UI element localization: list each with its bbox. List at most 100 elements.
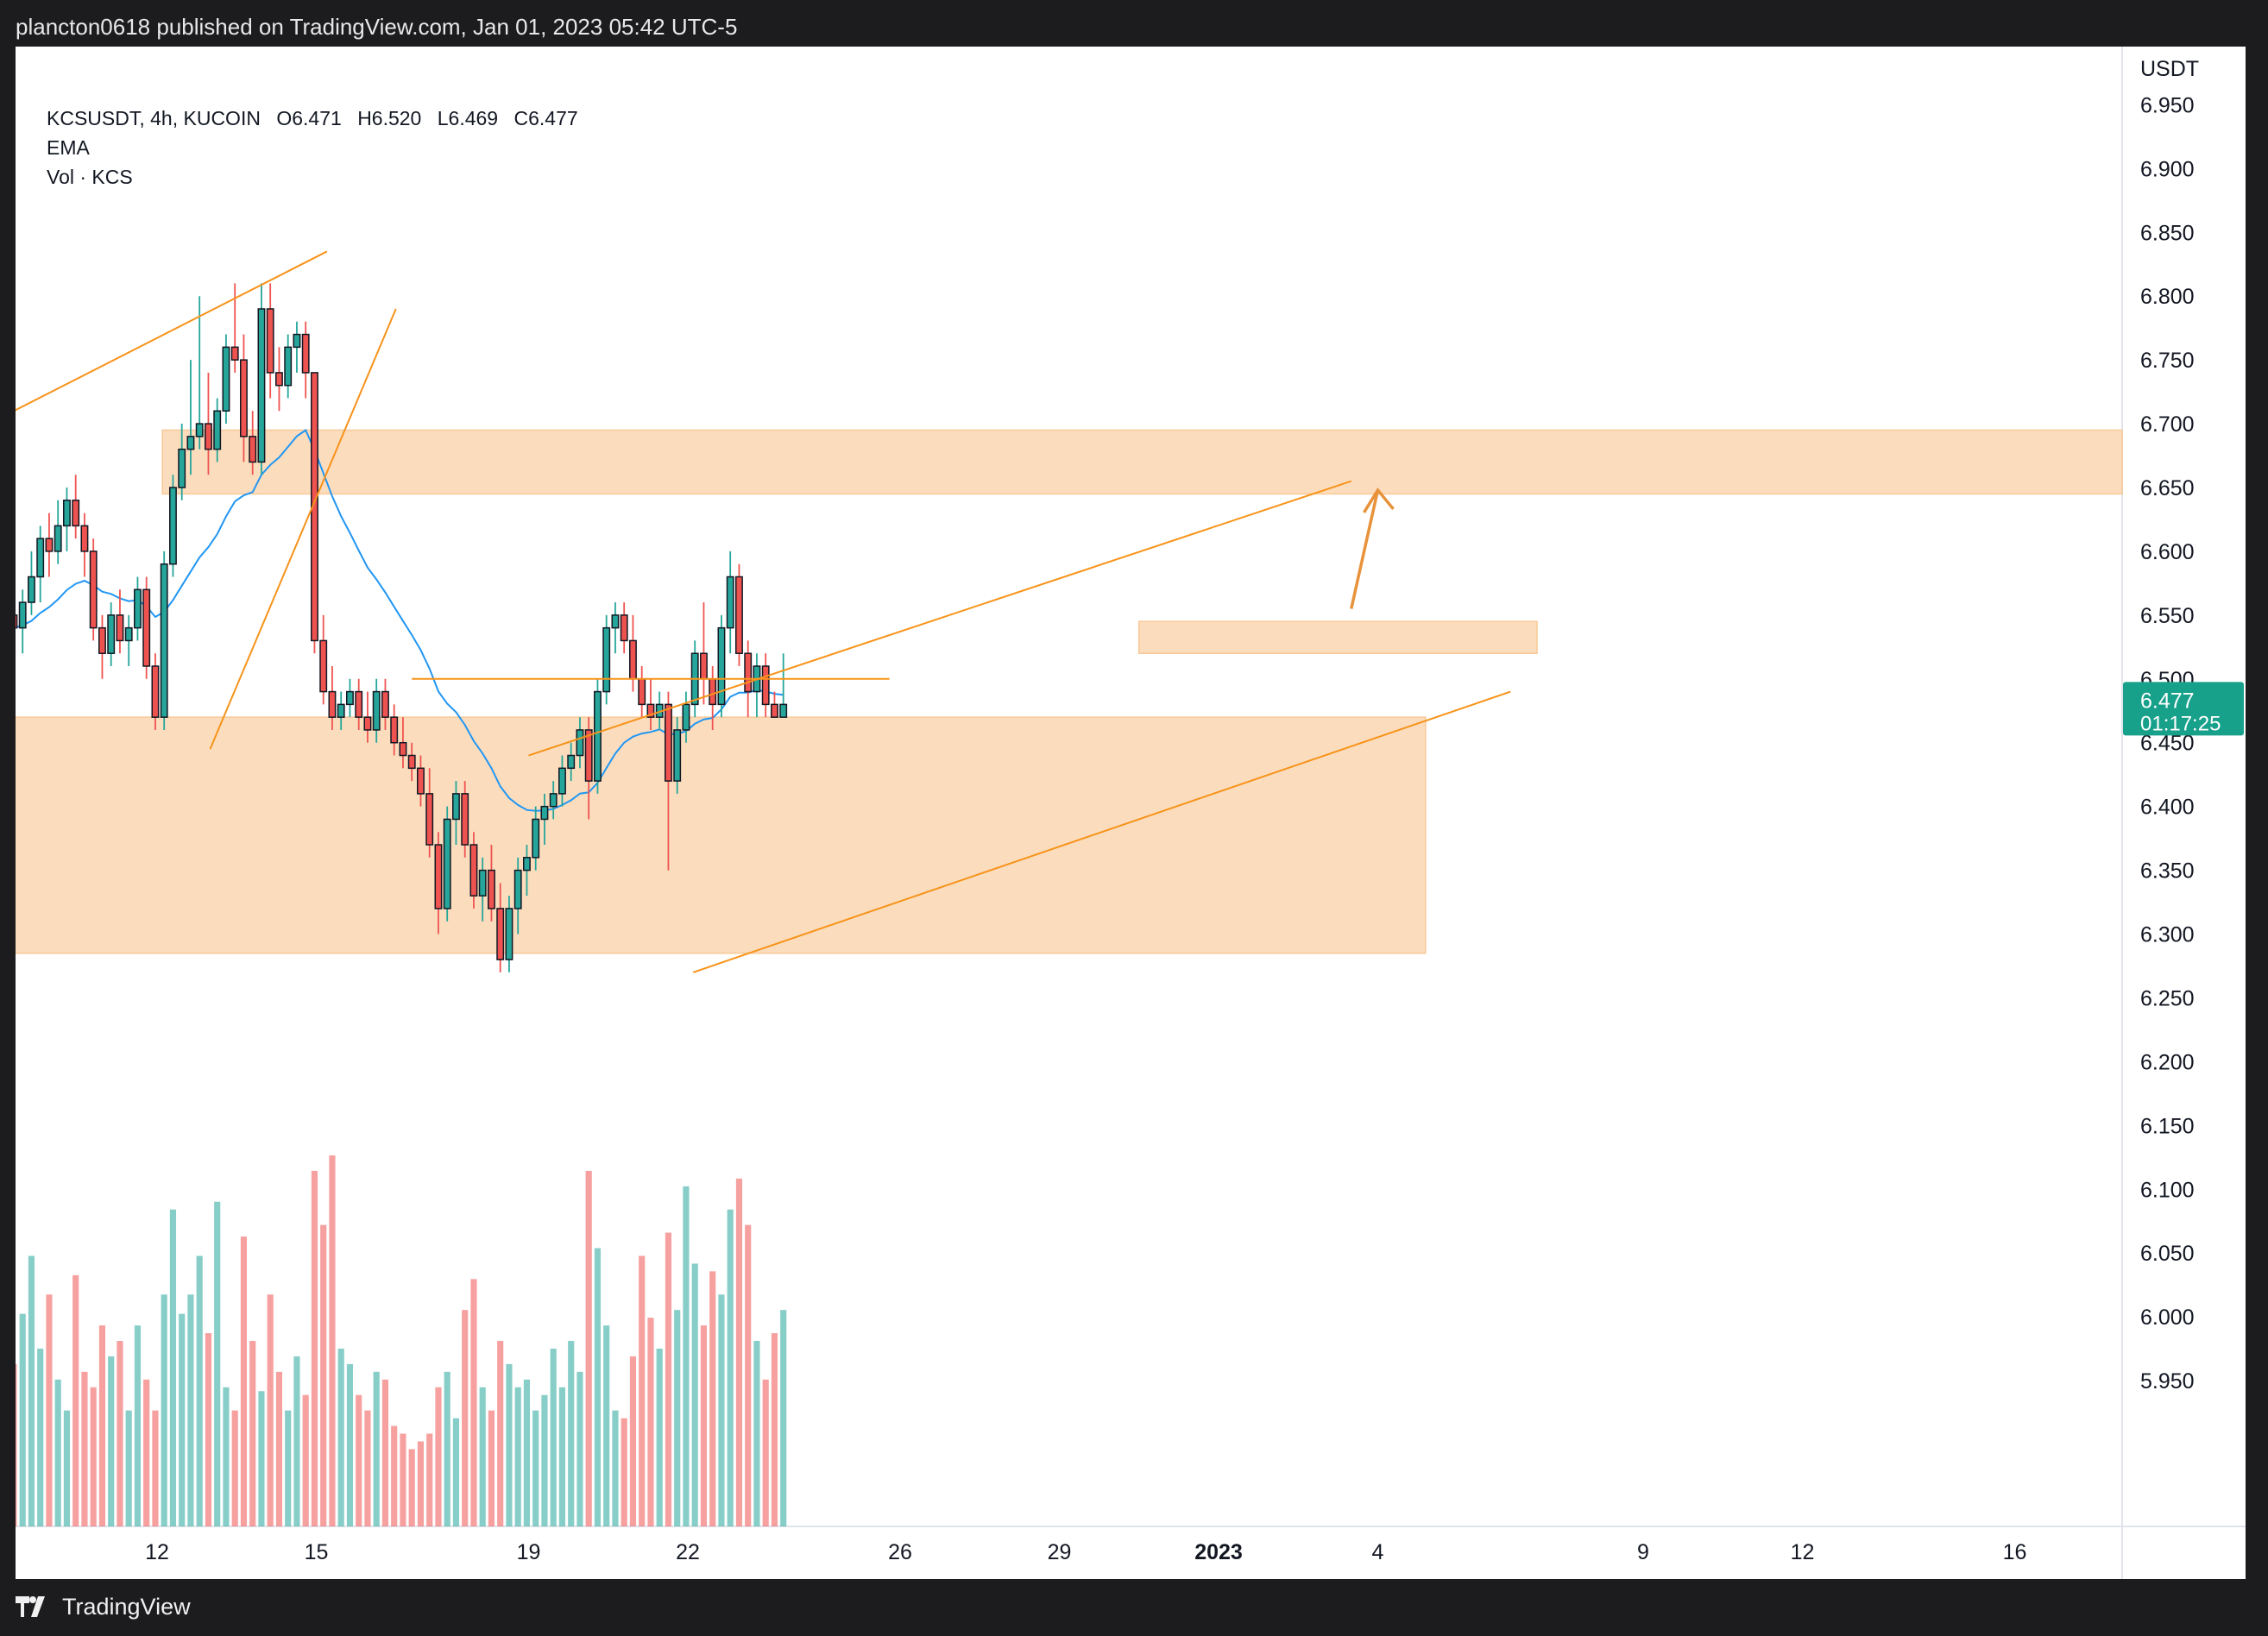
candle-body: [682, 703, 690, 731]
candle-body: [284, 346, 293, 387]
price-chart[interactable]: 5.950 6.000 6.050 6.100 6.150 6.200 6.250 6.300…: [16, 47, 2246, 1579]
candle-body: [469, 844, 478, 897]
candle-body: [558, 767, 566, 795]
volume-bar: [258, 1391, 265, 1526]
candle-body: [513, 869, 522, 909]
volume-bar: [381, 1379, 389, 1526]
candle-body: [355, 690, 363, 718]
brand-name: TradingView: [62, 1593, 191, 1620]
price-tick-label: 6.800: [2140, 285, 2195, 309]
volume-bar: [302, 1394, 309, 1526]
volume-bar: [54, 1379, 61, 1526]
volume-bar: [337, 1348, 344, 1526]
volume-bar: [214, 1201, 221, 1526]
trendline-3: [692, 690, 1511, 973]
candle-body: [611, 614, 620, 629]
candle-body: [771, 703, 778, 718]
volume-bar: [532, 1410, 539, 1526]
candle-body: [478, 869, 487, 897]
candle-body: [18, 601, 27, 629]
volume-bar: [108, 1356, 115, 1526]
projection-arrow-head: [1363, 487, 1395, 513]
time-tick-label: 22: [676, 1540, 700, 1564]
candle-body: [16, 614, 18, 629]
candle-body: [434, 844, 443, 909]
candle-body: [523, 857, 531, 871]
candle-body: [195, 423, 204, 437]
price-tick-label: 6.950: [2140, 93, 2195, 117]
zone-2: [16, 716, 1427, 954]
tradingview-branding: TradingView: [16, 1588, 191, 1626]
time-tick-label: 29: [1048, 1540, 1072, 1564]
candle-body: [602, 626, 611, 693]
candle-body: [28, 576, 35, 603]
volume-bar: [426, 1433, 433, 1526]
candle-body: [443, 818, 451, 909]
volume-bar: [612, 1410, 619, 1526]
candle-body: [665, 703, 672, 782]
candle-body: [142, 588, 151, 667]
chart-panel[interactable]: 5.950 6.000 6.050 6.100 6.150 6.200 6.250 6.300…: [16, 47, 2246, 1579]
volume-bar: [161, 1294, 167, 1526]
price-tick-label: 6.450: [2140, 732, 2195, 756]
candle-body: [629, 639, 637, 680]
volume-bar: [558, 1387, 566, 1526]
price-tick-label: 6.850: [2140, 221, 2195, 245]
candle-body: [567, 754, 576, 770]
candle-body: [549, 793, 558, 808]
price-tick-label: 6.750: [2140, 349, 2195, 373]
volume-bar: [497, 1341, 504, 1526]
time-tick-label: 4: [1372, 1540, 1384, 1564]
volume-bar: [391, 1425, 398, 1526]
volume-bar: [585, 1170, 592, 1526]
volume-bar: [550, 1348, 557, 1526]
publish-info: plancton0618 published on TradingView.co…: [16, 14, 738, 40]
symbol-info[interactable]: KCSUSDT, 4h, KUCOIN: [47, 107, 261, 129]
price-tick-label: 6.900: [2140, 157, 2195, 181]
volume-bar: [700, 1325, 708, 1526]
candle-body: [505, 908, 513, 960]
price-tick-label: 6.050: [2140, 1242, 2195, 1266]
volume-bar: [727, 1209, 734, 1526]
candle-body: [594, 690, 602, 782]
candle-body: [638, 678, 646, 706]
volume-bar: [665, 1232, 672, 1526]
candle-body: [249, 436, 257, 463]
candle-body: [337, 703, 345, 718]
volume-bar: [37, 1348, 44, 1526]
price-tick-label: 6.250: [2140, 986, 2195, 1010]
volume-indicator-label[interactable]: Vol · KCS: [47, 166, 133, 188]
price-tick-label: 6.200: [2140, 1050, 2195, 1074]
volume-bar: [231, 1410, 238, 1526]
candle-body: [213, 410, 222, 450]
candle-body: [257, 308, 266, 463]
candle-body: [205, 423, 212, 450]
volume-bar: [275, 1371, 283, 1526]
time-tick-label: 2023: [1194, 1540, 1243, 1564]
volume-bar: [452, 1418, 460, 1526]
candle-body: [36, 538, 45, 578]
price-tick-label: 6.000: [2140, 1306, 2195, 1330]
candle-body: [169, 487, 177, 565]
candle-body: [407, 754, 416, 770]
zone-0: [161, 429, 2123, 495]
volume-bar: [603, 1325, 610, 1526]
volume-bar: [656, 1348, 663, 1526]
volume-bar: [718, 1294, 725, 1526]
volume-bar: [19, 1313, 26, 1526]
open-value: O6.471: [276, 107, 342, 129]
volume-bar: [488, 1410, 495, 1526]
candle-body: [134, 588, 142, 629]
symbol-ohlc-row[interactable]: KCSUSDT, 4h, KUCOIN O6.471 H6.520 L6.469…: [47, 104, 578, 133]
candle-body: [381, 690, 389, 718]
volume-bar: [683, 1186, 690, 1526]
candle-body: [646, 703, 655, 718]
candle-body: [744, 652, 753, 693]
ema-indicator-label[interactable]: EMA: [47, 136, 90, 159]
price-tick-label: 6.550: [2140, 604, 2195, 628]
candle-body: [779, 703, 788, 718]
candle-body: [620, 614, 628, 642]
volume-bar: [444, 1371, 450, 1526]
volume-bar: [470, 1279, 477, 1526]
